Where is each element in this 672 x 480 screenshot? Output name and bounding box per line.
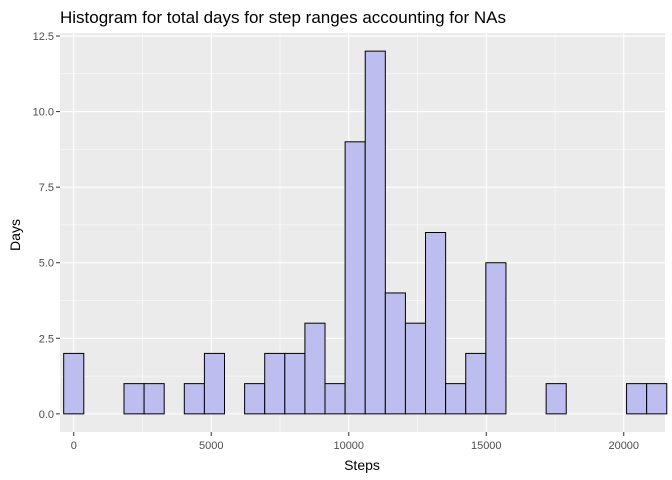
y-tick-label: 12.5	[33, 31, 54, 43]
x-tick-label: 20000	[608, 440, 639, 452]
histogram-bar	[545, 383, 567, 415]
chart-title: Histogram for total days for step ranges…	[60, 8, 506, 27]
histogram-bar	[123, 383, 145, 415]
y-tick-label: 0.0	[39, 409, 54, 421]
histogram-bar	[344, 141, 366, 415]
x-tick-label: 15000	[471, 440, 502, 452]
histogram-bar	[284, 352, 306, 415]
histogram-bar	[143, 383, 165, 415]
histogram-bar	[425, 232, 447, 415]
histogram-bar	[183, 383, 205, 415]
histogram-bar	[384, 292, 406, 415]
x-axis: 0 5000 10000 15000 20000	[71, 432, 639, 452]
y-tick-label: 7.5	[39, 182, 54, 194]
histogram-bar	[244, 383, 266, 415]
y-axis-title: Days	[7, 219, 23, 251]
y-axis: 0.0 2.5 5.0 7.5 10.0 12.5	[33, 31, 60, 421]
histogram-bar	[404, 322, 427, 415]
histogram-bar	[626, 383, 648, 415]
x-tick-label: 10000	[333, 440, 364, 452]
histogram-bar	[465, 352, 487, 415]
y-tick-label: 10.0	[33, 107, 54, 119]
histogram-bar	[304, 322, 326, 415]
x-axis-title: Steps	[344, 457, 380, 473]
y-tick-label: 2.5	[39, 333, 54, 345]
histogram-bar	[646, 383, 668, 415]
x-tick-label: 0	[71, 440, 77, 452]
histogram-bar	[63, 352, 85, 415]
histogram-bar	[324, 383, 346, 415]
histogram-bar	[203, 352, 226, 415]
histogram-bar	[445, 383, 467, 415]
histogram-bar	[485, 262, 507, 415]
histogram-bar	[264, 352, 286, 415]
histogram-bar	[364, 50, 386, 415]
y-tick-label: 5.0	[39, 258, 54, 270]
histogram-bars	[63, 50, 668, 415]
x-tick-label: 5000	[199, 440, 223, 452]
